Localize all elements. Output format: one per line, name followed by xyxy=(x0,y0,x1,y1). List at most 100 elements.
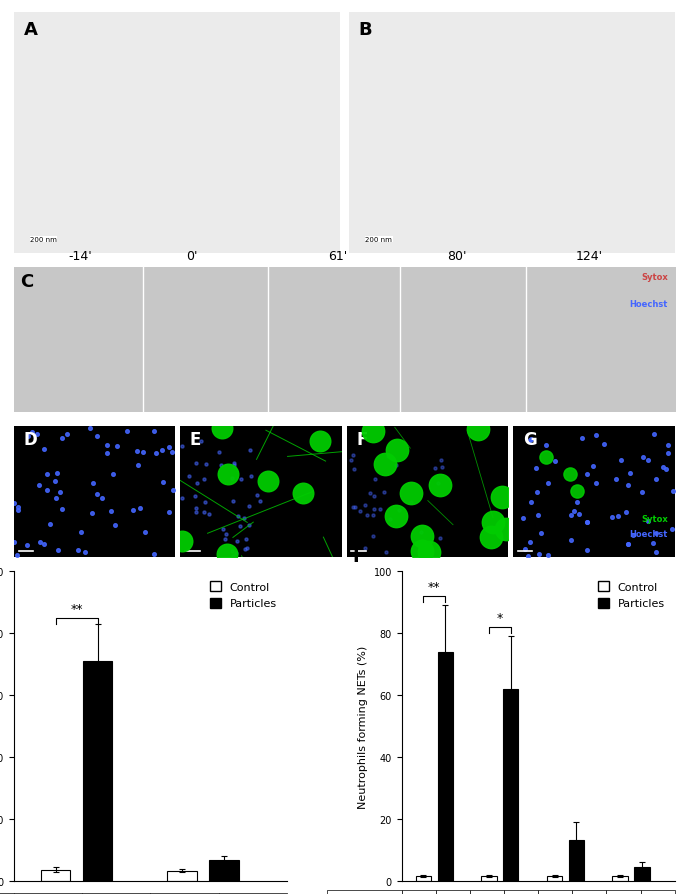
Point xyxy=(56,431,67,445)
Point xyxy=(406,495,417,510)
Point xyxy=(102,446,113,460)
Point xyxy=(190,501,201,515)
Point xyxy=(523,550,534,564)
Point xyxy=(38,537,49,552)
Bar xyxy=(503,689,519,881)
Point xyxy=(213,445,224,460)
Point xyxy=(112,439,123,453)
Point xyxy=(367,529,378,544)
Point xyxy=(73,543,84,557)
Point xyxy=(532,509,543,523)
Point xyxy=(643,453,653,468)
Point xyxy=(581,544,592,558)
Point xyxy=(564,468,575,482)
Point xyxy=(240,533,251,547)
Point xyxy=(138,445,149,460)
Point xyxy=(243,500,254,514)
Point xyxy=(405,486,416,501)
Point xyxy=(663,446,674,460)
Point xyxy=(164,440,175,454)
Point xyxy=(540,439,551,453)
Point xyxy=(650,472,661,486)
Point xyxy=(177,492,188,506)
Point xyxy=(525,433,536,447)
Point xyxy=(149,424,160,438)
Point xyxy=(226,471,237,485)
Point xyxy=(75,526,86,540)
Point xyxy=(536,527,547,541)
Point xyxy=(543,477,553,491)
Text: 124': 124' xyxy=(575,249,602,262)
Point xyxy=(236,472,247,486)
Point xyxy=(44,518,55,532)
Point xyxy=(541,450,552,464)
Point xyxy=(9,496,20,510)
Point xyxy=(416,544,427,559)
Point xyxy=(367,509,378,523)
Point xyxy=(587,459,598,473)
Point xyxy=(582,515,593,529)
Bar xyxy=(167,871,197,881)
Point xyxy=(486,531,497,545)
Point xyxy=(569,505,580,519)
Point xyxy=(222,467,233,481)
Point xyxy=(232,534,242,548)
Point xyxy=(488,515,499,529)
Point xyxy=(53,544,64,558)
Point xyxy=(12,500,23,514)
Text: D: D xyxy=(23,431,37,449)
Point xyxy=(34,479,45,493)
Point xyxy=(238,511,249,526)
Point xyxy=(381,545,392,560)
Point xyxy=(190,457,201,471)
Text: *: * xyxy=(497,611,503,624)
Point xyxy=(127,503,138,518)
Bar xyxy=(438,652,453,881)
Point xyxy=(660,462,671,477)
Point xyxy=(107,468,118,482)
Point xyxy=(176,439,187,453)
Point xyxy=(35,536,46,550)
Point xyxy=(244,519,255,533)
Point xyxy=(599,437,610,451)
Bar xyxy=(416,876,431,881)
Point xyxy=(50,492,61,506)
Point xyxy=(195,434,206,449)
Point xyxy=(437,460,448,475)
Text: C: C xyxy=(21,273,34,291)
Point xyxy=(379,458,390,472)
Point xyxy=(643,515,653,529)
Point xyxy=(222,548,233,562)
Point xyxy=(92,429,103,443)
Point xyxy=(566,533,577,547)
Point xyxy=(167,445,178,460)
Point xyxy=(662,439,673,453)
Point xyxy=(368,424,379,438)
Point xyxy=(134,502,145,516)
Point xyxy=(610,473,621,487)
Text: B: B xyxy=(359,21,373,38)
Point xyxy=(416,526,427,540)
Point xyxy=(590,476,601,490)
Text: Hoechst: Hoechst xyxy=(630,299,668,308)
Point xyxy=(51,467,62,481)
Point xyxy=(623,537,634,552)
Point xyxy=(668,485,679,499)
Point xyxy=(61,427,72,442)
Point xyxy=(229,457,240,471)
Y-axis label: Neutrophils forming NETs (%): Neutrophils forming NETs (%) xyxy=(358,645,368,807)
Point xyxy=(229,459,240,473)
Point xyxy=(638,451,649,465)
Text: 80': 80' xyxy=(447,249,466,262)
Point xyxy=(349,462,360,477)
Point xyxy=(577,431,588,445)
Point xyxy=(628,528,639,543)
Point xyxy=(384,512,395,527)
Point xyxy=(530,461,541,476)
Point xyxy=(79,545,90,560)
Text: F: F xyxy=(356,431,368,449)
Text: Sytox: Sytox xyxy=(641,273,668,282)
Point xyxy=(532,485,543,500)
Point xyxy=(359,499,370,513)
Point xyxy=(350,501,361,515)
